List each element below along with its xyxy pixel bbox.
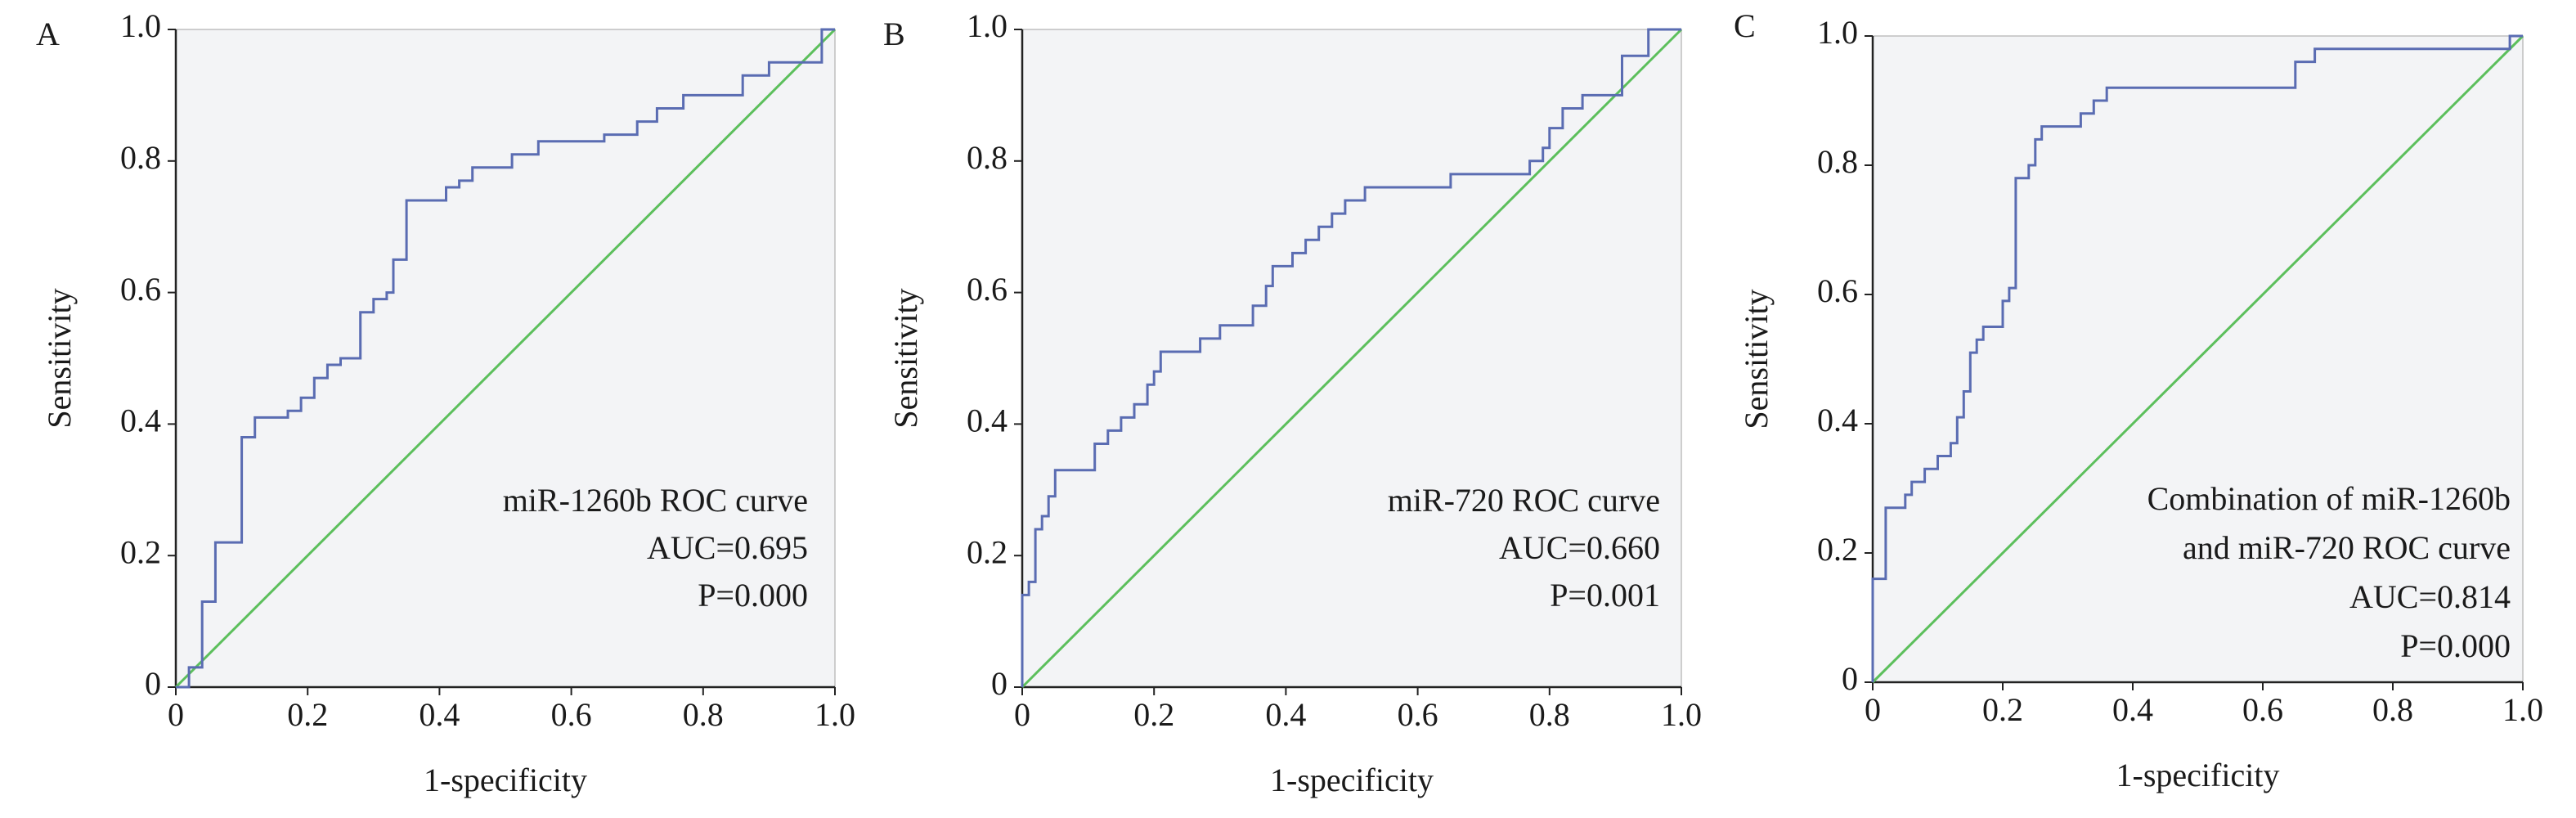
panel-label: C [1734, 7, 1756, 44]
reference-line [1871, 34, 2524, 684]
x-tick-label: 0.4 [2112, 691, 2153, 728]
panel: C 0 0.2 0.4 0.6 0.8 1.0 0 0.2 0.4 0.6 0.8 1.0 1-speci… [1734, 7, 2543, 793]
x-tick-label: 0 [1865, 691, 1881, 728]
roc-curve [1871, 34, 2523, 682]
y-tick-label: 0.4 [120, 402, 161, 439]
x-axis-label: 1-specificity [2116, 757, 2280, 793]
x-tick-label: 0.2 [287, 696, 328, 733]
x-tick-label: 1.0 [815, 696, 855, 733]
x-tick-label: 0.6 [2242, 691, 2283, 728]
y-tick-label: 0.4 [1817, 402, 1858, 438]
x-tick-label: 0.8 [683, 696, 724, 733]
x-tick-label: 1.0 [1661, 696, 1702, 733]
annotation: P=0.001 [1550, 577, 1660, 614]
y-axis-label: Sensitivity [1738, 289, 1775, 429]
y-tick-label: 0.8 [967, 139, 1008, 176]
x-axis-label: 1-specificity [424, 762, 587, 798]
y-tick-label: 0.6 [120, 271, 161, 308]
y-tick-label: 0.6 [967, 271, 1008, 308]
x-tick-label: 0.8 [1529, 696, 1570, 733]
x-tick-label: 0.8 [2372, 691, 2413, 728]
annotation: Combination of miR-1260b [2147, 480, 2511, 517]
y-tick-label: 1.0 [120, 7, 161, 44]
y-tick-label: 0.2 [1817, 531, 1858, 568]
y-tick-label: 0.8 [120, 139, 161, 176]
annotation: P=0.000 [698, 577, 808, 614]
panel-label: A [36, 16, 60, 52]
x-tick-label: 1.0 [2502, 691, 2543, 728]
annotation: AUC=0.814 [2349, 578, 2511, 615]
x-tick-label: 0.2 [1133, 696, 1174, 733]
annotation: miR-1260b ROC curve [503, 482, 808, 519]
x-tick-label: 0 [168, 696, 184, 733]
annotation: and miR-720 ROC curve [2183, 529, 2511, 566]
y-axis-label: Sensitivity [887, 288, 924, 428]
panel-label: B [883, 16, 905, 52]
y-tick-label: 1.0 [1817, 14, 1858, 51]
annotation: AUC=0.695 [647, 529, 808, 566]
reference-line [1021, 28, 1683, 689]
y-tick-label: 0.8 [1817, 143, 1858, 180]
y-tick-label: 1.0 [967, 7, 1008, 44]
panel: B 0 0.2 0.4 0.6 0.8 1.0 0 0.2 0.4 0.6 0.8 1.0 1-speci… [883, 7, 1702, 798]
y-tick-label: 0.2 [120, 533, 161, 570]
y-tick-label: 0 [991, 665, 1008, 702]
panel: A 0 0.2 0.4 0.6 0.8 1.0 0 0.2 0.4 0.6 0.8 1.0 1-speci… [36, 7, 855, 798]
y-tick-label: 0.2 [967, 533, 1008, 570]
roc-curve [176, 28, 835, 689]
x-tick-label: 0.6 [551, 696, 592, 733]
y-tick-label: 0.6 [1817, 272, 1858, 309]
annotation: P=0.000 [2400, 627, 2511, 664]
x-tick-label: 0.6 [1398, 696, 1438, 733]
x-tick-label: 0.2 [1982, 691, 2023, 728]
reference-line [174, 28, 837, 689]
roc-curve [1021, 28, 1681, 687]
x-axis-label: 1-specificity [1270, 762, 1434, 798]
y-tick-label: 0 [1842, 660, 1858, 697]
x-tick-label: 0.4 [419, 696, 460, 733]
x-tick-label: 0.4 [1265, 696, 1306, 733]
y-tick-label: 0 [145, 665, 161, 702]
annotation: AUC=0.660 [1499, 529, 1660, 566]
annotation: miR-720 ROC curve [1388, 482, 1660, 519]
y-tick-label: 0.4 [967, 402, 1008, 439]
x-tick-label: 0 [1014, 696, 1030, 733]
y-axis-label: Sensitivity [41, 288, 78, 428]
